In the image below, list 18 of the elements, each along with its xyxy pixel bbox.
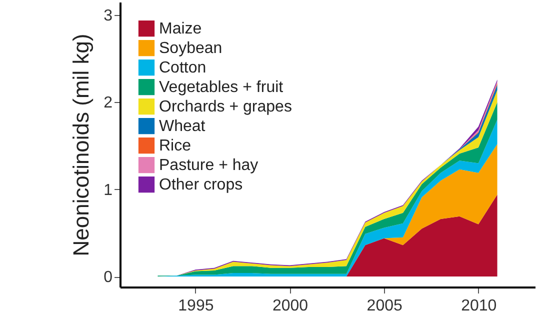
legend-label: Wheat (159, 118, 206, 135)
y-axis-title: Neonicotinoids (mil kg) (68, 34, 94, 256)
legend-label: Rice (159, 138, 192, 154)
x-tick-label: 2010 (461, 298, 497, 314)
legend-label: Other crops (159, 176, 243, 194)
legend-label: Orchards + grapes (159, 98, 292, 116)
legend-label: Pasture + hay (159, 157, 258, 174)
legend-label: Cotton (159, 60, 206, 76)
x-tick-label: 2005 (366, 298, 402, 314)
y-tick-label: 3 (104, 8, 113, 25)
y-tick-label: 0 (104, 269, 113, 286)
x-tick-label: 2000 (272, 298, 308, 314)
y-tick-label: 1 (104, 182, 113, 199)
legend-label: Maize (159, 20, 202, 38)
legend-label: Soybean (159, 40, 222, 57)
legend-label: Vegetables + fruit (159, 79, 284, 96)
y-tick-label: 2 (104, 94, 113, 112)
x-tick-label: 1995 (178, 298, 214, 314)
